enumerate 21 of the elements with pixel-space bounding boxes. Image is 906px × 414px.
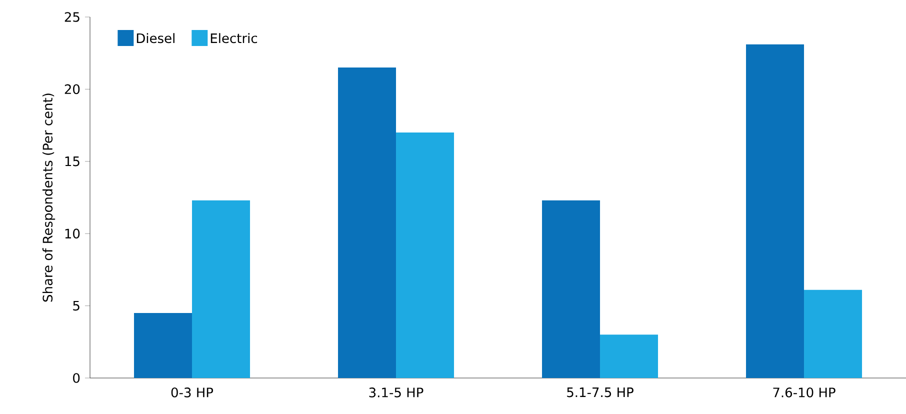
y-tick-label: 0 (73, 373, 80, 383)
bar (192, 200, 250, 378)
bar (338, 68, 396, 378)
bar (600, 334, 658, 378)
x-tick-label: 0-3 HP (171, 388, 214, 398)
y-tick-label: 20 (64, 84, 80, 94)
y-tick-label: 25 (64, 12, 80, 22)
y-tick-label: 15 (65, 156, 80, 166)
legend-label: Electric (210, 33, 258, 44)
x-tick-label: 7.6-10 HP (773, 388, 836, 398)
bar (746, 44, 804, 378)
y-axis-title: Share of Respondents (Per cent) (42, 94, 56, 302)
bar (396, 132, 454, 378)
bar (804, 290, 862, 378)
bar (542, 200, 600, 378)
x-tick-label: 3.1-5 HP (369, 388, 424, 398)
x-tick-label: 5.1-7.5 HP (567, 388, 634, 398)
bar (134, 313, 192, 378)
legend-label: Diesel (136, 33, 174, 44)
y-tick-label: 10 (65, 228, 80, 239)
y-tick-label: 5 (73, 300, 80, 311)
